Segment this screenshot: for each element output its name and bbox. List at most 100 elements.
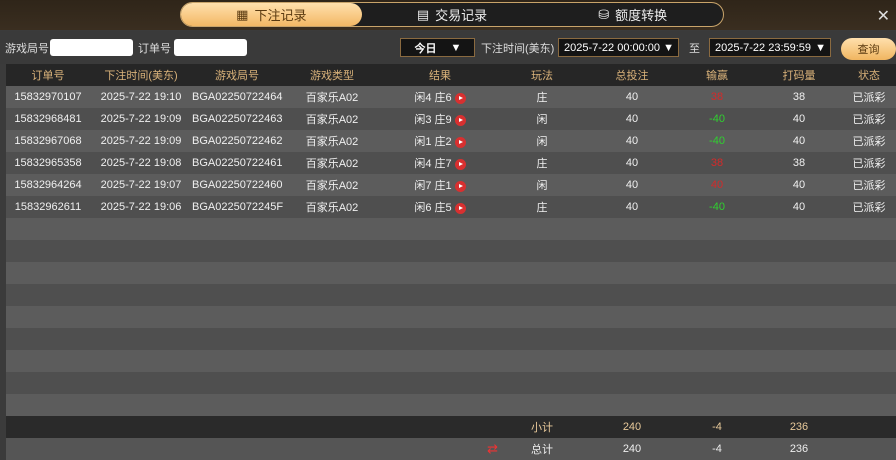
table-cell [282, 328, 382, 350]
summary-cell [6, 438, 90, 460]
play-video-icon[interactable] [454, 92, 466, 104]
cell-text: 2025-7-22 19:06 [100, 201, 182, 213]
table-cell [192, 328, 282, 350]
table-cell: 2025-7-22 19:06 [90, 196, 192, 218]
table-cell: 2025-7-22 19:09 [90, 130, 192, 152]
column-header: 打码量 [756, 64, 842, 86]
round-label: 游戏局号 [5, 43, 49, 55]
table-row: 15832968481 2025-7-22 19:09 BGA02250722463… [6, 108, 896, 130]
round-input[interactable] [50, 39, 133, 56]
table-cell: 百家乐A02 [282, 86, 382, 108]
table-cell [842, 350, 896, 372]
table-cell [498, 306, 586, 328]
table-cell [586, 284, 678, 306]
refresh-icon[interactable]: ⇄ [487, 441, 498, 456]
table-cell: BGA02250722463 [192, 108, 283, 130]
table-cell [382, 306, 498, 328]
table-cell [678, 262, 756, 284]
table-cell: 庄 [498, 86, 586, 108]
table-row: 15832965358 2025-7-22 19:08 BGA02250722461… [6, 152, 896, 174]
table-cell: 闲4 庄7 [382, 152, 498, 174]
column-header: 下注时间(美东) [90, 64, 192, 86]
table-cell [498, 218, 586, 240]
play-video-icon[interactable] [454, 180, 466, 192]
table-cell [678, 240, 756, 262]
table-cell [192, 372, 282, 394]
tab-bet-records[interactable]: ▦ 下注记录 [181, 3, 362, 26]
cell-text: 闲3 庄9 [414, 114, 452, 126]
table-cell [498, 284, 586, 306]
cell-text: -40 [709, 201, 725, 213]
table-cell [586, 372, 678, 394]
order-input[interactable] [174, 39, 247, 56]
table-row: 15832970107 2025-7-22 19:10 BGA02250722464… [6, 86, 896, 108]
chevron-down-icon: ▼ [450, 41, 462, 54]
table-cell: 百家乐A02 [282, 174, 382, 196]
table-cell [382, 350, 498, 372]
cell-text: 38 [792, 157, 806, 169]
cell-text: 2025-7-22 19:07 [100, 179, 182, 191]
table-cell: 百家乐A02 [282, 130, 382, 152]
cell-text: BGA02250722463 [192, 113, 283, 125]
table-cell [382, 372, 498, 394]
summary-cell: 240 [586, 438, 678, 460]
table-cell [90, 218, 192, 240]
table-cell: 闲 [498, 130, 586, 152]
close-icon[interactable]: ✕ [876, 8, 890, 25]
cell-text: 40 [792, 135, 806, 147]
summary-cell [192, 416, 282, 438]
table-cell [192, 218, 282, 240]
cell-text: 15832965358 [14, 157, 82, 169]
tab-credit-transfer[interactable]: ⛁ 额度转换 [598, 6, 668, 24]
table-cell: 40 [586, 86, 678, 108]
end-date-select[interactable]: 2025-7-22 23:59:59 ▼ [709, 38, 831, 57]
table-cell: BGA02250722464 [192, 86, 283, 108]
table-cell [498, 394, 586, 416]
tab-transaction-records[interactable]: ▤ 交易记录 [416, 6, 488, 24]
table-cell: 闲 [498, 108, 586, 130]
cell-text: 百家乐A02 [305, 136, 359, 148]
table-cell: 2025-7-22 19:10 [90, 86, 192, 108]
cell-text: 40 [625, 157, 639, 169]
play-video-icon[interactable] [454, 202, 466, 214]
table-cell [6, 394, 90, 416]
cell-text: 38 [792, 91, 806, 103]
empty-row [6, 240, 896, 262]
table-cell [382, 262, 498, 284]
table-cell: -40 [678, 108, 756, 130]
table-cell [842, 306, 896, 328]
cell-text: 2025-7-22 19:10 [100, 91, 182, 103]
table-cell [382, 218, 498, 240]
table-cell [586, 240, 678, 262]
table-cell: 40 [756, 196, 842, 218]
empty-row [6, 262, 896, 284]
table-cell [586, 328, 678, 350]
query-button[interactable]: 查询 [841, 38, 896, 60]
cell-text: 闲4 庄7 [414, 158, 452, 170]
table-cell [192, 262, 282, 284]
table-cell [6, 262, 90, 284]
cell-text: 已派彩 [852, 158, 886, 170]
table-cell [842, 240, 896, 262]
cell-text: 庄 [536, 202, 548, 214]
cell-text: BGA02250722461 [192, 157, 283, 169]
period-select[interactable]: 今日 ▼ [400, 38, 475, 57]
play-video-icon[interactable] [454, 136, 466, 148]
table-cell [192, 284, 282, 306]
column-header: 状态 [842, 64, 896, 86]
table-cell: -40 [678, 196, 756, 218]
table-cell: 2025-7-22 19:07 [90, 174, 192, 196]
play-video-icon[interactable] [454, 158, 466, 170]
table-cell: 庄 [498, 152, 586, 174]
table-cell [192, 394, 282, 416]
table-cell [282, 394, 382, 416]
table-row: 15832967068 2025-7-22 19:09 BGA02250722462… [6, 130, 896, 152]
filter-bar: 游戏局号 订单号 今日 ▼ 下注时间(美东) 2025-7-22 00:00:00… [0, 31, 896, 64]
table-cell [498, 262, 586, 284]
column-header: 输赢 [678, 64, 756, 86]
play-video-icon[interactable] [454, 114, 466, 126]
table-cell: 40 [586, 130, 678, 152]
table-cell [282, 306, 382, 328]
start-date-select[interactable]: 2025-7-22 00:00:00 ▼ [558, 38, 679, 57]
table-cell: 38 [756, 152, 842, 174]
